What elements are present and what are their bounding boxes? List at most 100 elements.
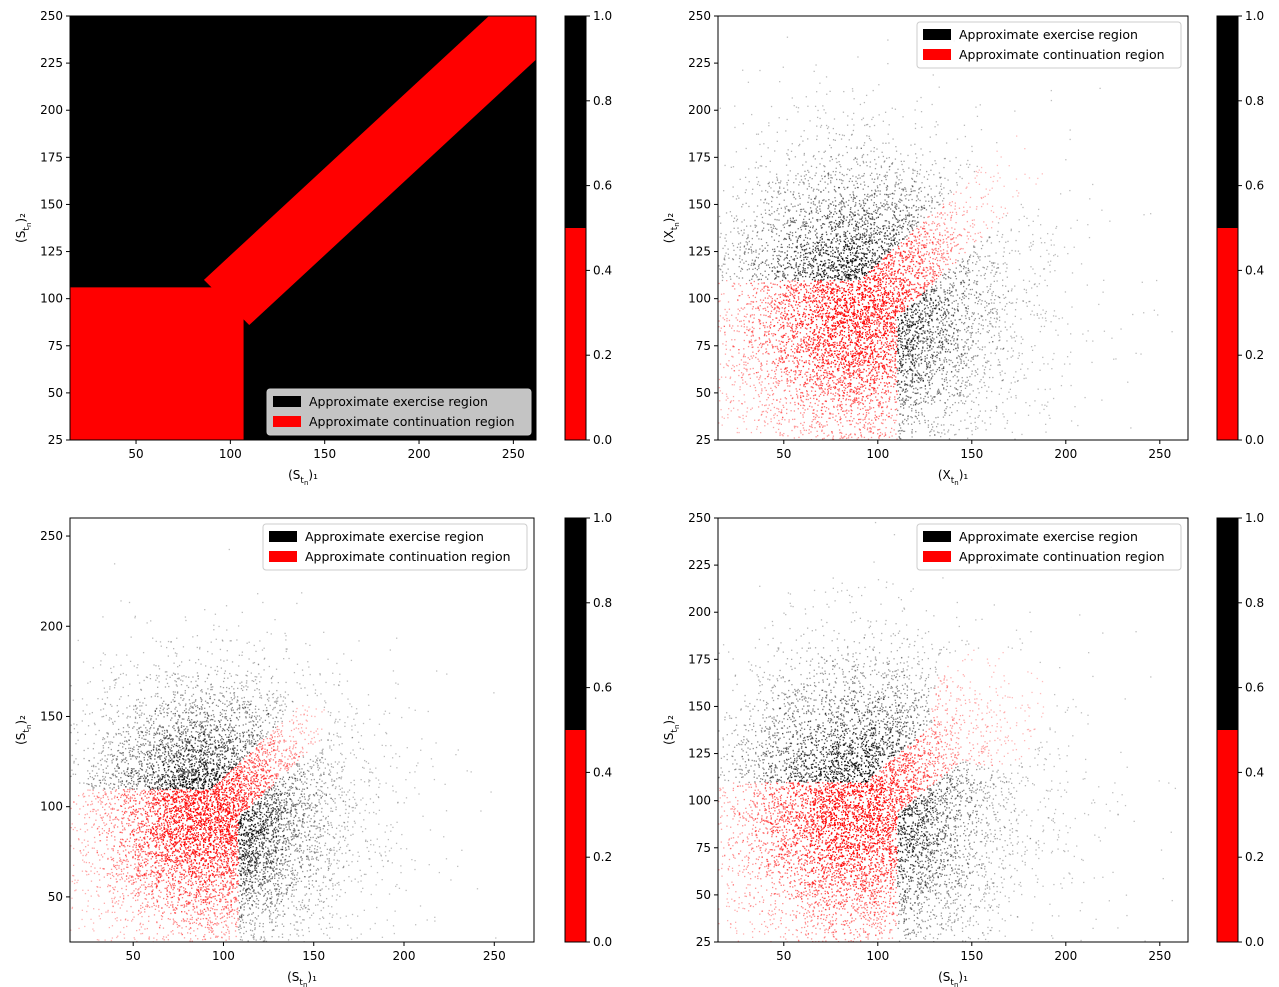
exercise-point — [884, 111, 887, 113]
continuation-point — [891, 374, 894, 376]
continuation-point — [841, 287, 843, 289]
continuation-point — [907, 253, 910, 256]
exercise-point — [815, 245, 818, 247]
continuation-point — [901, 255, 903, 257]
exercise-point — [986, 240, 988, 243]
exercise-point — [962, 279, 964, 282]
continuation-point — [900, 307, 902, 310]
continuation-point — [826, 372, 828, 375]
exercise-point — [900, 332, 903, 335]
exercise-point — [992, 308, 994, 310]
continuation-point — [858, 388, 860, 390]
continuation-point — [932, 277, 935, 279]
exercise-point — [980, 379, 982, 381]
continuation-point — [848, 366, 851, 368]
continuation-point — [788, 325, 790, 327]
exercise-point — [778, 190, 780, 192]
continuation-point — [743, 331, 746, 334]
exercise-point — [764, 247, 766, 249]
exercise-point — [893, 193, 895, 195]
exercise-point — [868, 213, 871, 215]
exercise-point — [821, 265, 824, 267]
continuation-point — [769, 339, 771, 342]
exercise-point — [931, 314, 933, 317]
continuation-point — [865, 281, 867, 283]
continuation-point — [737, 313, 739, 315]
exercise-point — [895, 146, 897, 148]
continuation-point — [831, 334, 834, 337]
continuation-point — [840, 408, 842, 411]
exercise-point — [730, 278, 732, 280]
exercise-point — [879, 184, 881, 186]
exercise-point — [857, 232, 860, 235]
exercise-point — [932, 326, 934, 328]
exercise-point — [918, 192, 920, 194]
continuation-point — [896, 414, 898, 416]
continuation-point — [820, 380, 822, 383]
exercise-point — [902, 363, 904, 366]
continuation-point — [767, 423, 769, 425]
exercise-point — [917, 311, 919, 314]
exercise-point — [798, 195, 801, 197]
continuation-point — [906, 238, 908, 241]
continuation-point — [827, 298, 829, 301]
continuation-point — [969, 225, 972, 227]
continuation-point — [856, 336, 859, 338]
exercise-point — [793, 221, 795, 223]
continuation-point — [919, 256, 921, 258]
continuation-point — [868, 368, 870, 370]
exercise-point — [839, 178, 841, 181]
continuation-point — [797, 346, 799, 349]
exercise-point — [925, 170, 928, 173]
continuation-point — [924, 244, 926, 246]
continuation-point — [853, 331, 856, 333]
continuation-point — [896, 310, 898, 312]
continuation-point — [861, 386, 863, 388]
continuation-point — [909, 233, 911, 236]
continuation-point — [820, 327, 822, 329]
continuation-point — [874, 276, 876, 278]
exercise-point — [899, 214, 901, 216]
continuation-point — [826, 340, 828, 342]
y-tick-label: 175 — [40, 150, 63, 164]
exercise-point — [911, 382, 913, 384]
exercise-point — [781, 279, 784, 282]
continuation-point — [872, 368, 874, 370]
continuation-point — [754, 419, 756, 421]
continuation-point — [755, 300, 758, 303]
exercise-point — [825, 274, 827, 276]
continuation-point — [845, 336, 847, 338]
exercise-point — [905, 399, 907, 402]
exercise-point — [929, 366, 932, 368]
exercise-point — [839, 193, 841, 195]
exercise-point — [882, 142, 884, 144]
continuation-point — [914, 276, 916, 278]
exercise-point — [852, 200, 854, 202]
continuation-point — [876, 306, 878, 308]
continuation-point — [838, 365, 840, 367]
exercise-point — [1026, 305, 1028, 307]
continuation-point — [884, 432, 886, 434]
exercise-point — [972, 340, 974, 342]
exercise-point — [834, 208, 836, 210]
exercise-point — [913, 421, 916, 423]
continuation-point — [906, 279, 908, 281]
continuation-point — [785, 398, 788, 400]
exercise-point — [871, 216, 874, 218]
continuation-point — [888, 270, 890, 272]
continuation-point — [915, 240, 917, 242]
continuation-point — [845, 384, 847, 386]
exercise-point — [872, 218, 874, 221]
exercise-point — [887, 203, 889, 206]
exercise-point — [814, 279, 816, 281]
continuation-point — [861, 347, 863, 350]
exercise-point — [962, 293, 965, 295]
continuation-point — [802, 395, 805, 398]
exercise-point — [959, 392, 961, 394]
exercise-point — [956, 308, 959, 310]
exercise-point — [841, 276, 843, 278]
continuation-point — [761, 282, 763, 284]
continuation-point — [774, 308, 776, 310]
continuation-point — [894, 352, 896, 355]
exercise-point — [1030, 242, 1032, 244]
